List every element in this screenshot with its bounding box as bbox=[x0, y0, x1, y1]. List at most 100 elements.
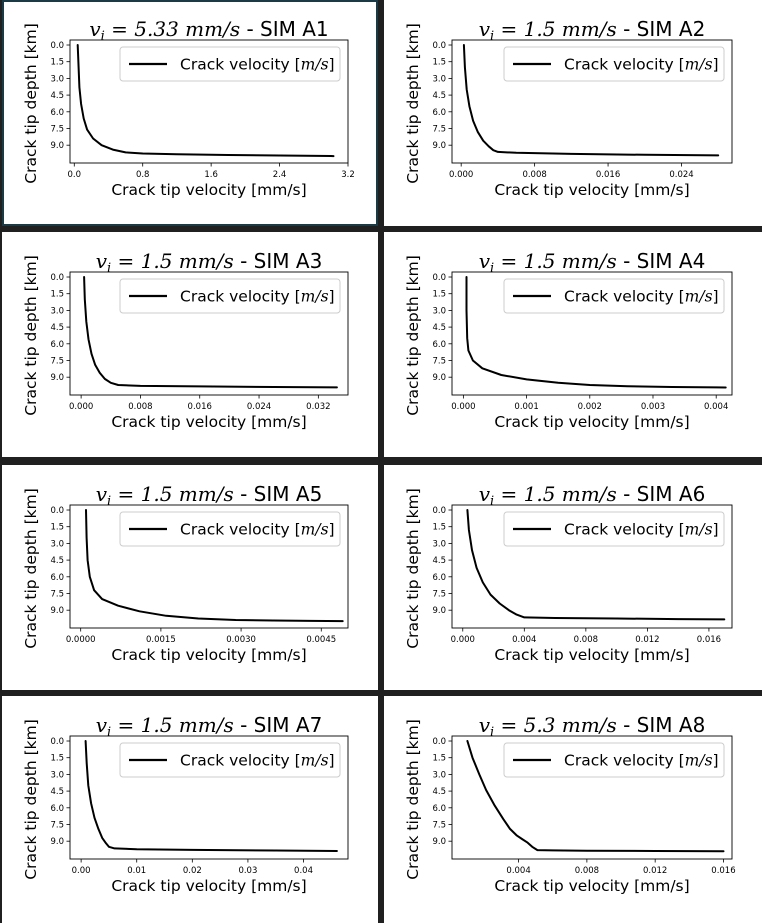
chart-title: vi = 1.5 mm/s - SIM A7 bbox=[96, 713, 323, 740]
x-tick-label: 0.0030 bbox=[226, 635, 256, 645]
plot-frame bbox=[69, 735, 349, 860]
y-tick-label: 0.0 bbox=[432, 737, 446, 747]
y-tick-label: 1.5 bbox=[50, 754, 64, 764]
x-tick-label: 0.004 bbox=[704, 402, 728, 412]
y-tick-label: 1.5 bbox=[50, 523, 64, 533]
chart-title: vi = 1.5 mm/s - SIM A4 bbox=[479, 249, 706, 276]
legend-label: Crack velocity [m/s] bbox=[564, 752, 719, 770]
x-tick-label: 0.012 bbox=[635, 635, 659, 645]
y-axis-label: Crack tip depth [km] bbox=[22, 23, 40, 183]
x-tick-label: 3.2 bbox=[341, 170, 355, 180]
y-tick-label: 7.5 bbox=[50, 124, 64, 134]
y-tick-label: 0.0 bbox=[50, 506, 64, 516]
x-tick-label: 0.004 bbox=[506, 866, 530, 876]
y-tick-label: 0.0 bbox=[50, 737, 64, 747]
y-tick-label: 0.0 bbox=[432, 41, 446, 51]
x-axis-label: Crack tip velocity [mm/s] bbox=[494, 413, 689, 431]
chart-svg: vi = 1.5 mm/s - SIM A4 0.0 1.5 3.0 4.5 6.0 7.5… bbox=[404, 249, 733, 431]
x-tick-label: 0.008 bbox=[522, 170, 546, 180]
x-tick-label: 0.024 bbox=[669, 170, 693, 180]
x-tick-label: 0.003 bbox=[641, 402, 665, 412]
chart-svg: vi = 1.5 mm/s - SIM A5 0.0 1.5 3.0 4.5 6.0 7.5… bbox=[22, 482, 349, 664]
chart-svg: vi = 1.5 mm/s - SIM A7 0.0 1.5 3.0 4.5 6.0 7.5… bbox=[22, 713, 349, 895]
y-tick-label: 1.5 bbox=[50, 290, 64, 300]
x-tick-label: 0.8 bbox=[136, 170, 150, 180]
y-tick-label: 1.5 bbox=[432, 58, 446, 68]
y-tick-label: 3.0 bbox=[432, 74, 446, 84]
y-tick-label: 7.5 bbox=[432, 356, 446, 366]
y-axis-label: Crack tip depth [km] bbox=[22, 488, 40, 648]
y-tick-label: 1.5 bbox=[432, 754, 446, 764]
x-axis-label: Crack tip velocity [mm/s] bbox=[111, 877, 306, 895]
chart-title: vi = 1.5 mm/s - SIM A3 bbox=[96, 249, 323, 276]
plot-frame bbox=[451, 271, 733, 396]
y-tick-label: 4.5 bbox=[50, 556, 64, 566]
x-tick-label: 0.016 bbox=[188, 402, 212, 412]
chart-title: vi = 5.33 mm/s - SIM A1 bbox=[89, 17, 328, 44]
y-tick-label: 7.5 bbox=[50, 820, 64, 830]
plot-frame bbox=[69, 271, 349, 396]
y-tick-label: 9.0 bbox=[50, 837, 64, 847]
chart-svg: vi = 1.5 mm/s - SIM A6 0.0 1.5 3.0 4.5 6.0 7.5… bbox=[404, 482, 733, 664]
legend-box bbox=[119, 46, 341, 82]
y-tick-label: 4.5 bbox=[50, 91, 64, 101]
series-line bbox=[84, 740, 338, 852]
x-tick-label: 0.008 bbox=[128, 402, 152, 412]
y-tick-label: 6.0 bbox=[432, 804, 446, 814]
x-axis-label: Crack tip velocity [mm/s] bbox=[111, 181, 306, 199]
x-tick-label: 0.000 bbox=[69, 402, 93, 412]
y-tick-label: 0.0 bbox=[50, 273, 64, 283]
chart-title: vi = 1.5 mm/s - SIM A6 bbox=[479, 482, 706, 509]
chart-svg: vi = 5.3 mm/s - SIM A8 0.0 1.5 3.0 4.5 6.0 7.5… bbox=[404, 713, 736, 895]
legend-box bbox=[119, 278, 341, 314]
y-axis-label: Crack tip depth [km] bbox=[404, 488, 422, 648]
y-tick-label: 3.0 bbox=[50, 74, 64, 84]
plot-frame bbox=[451, 39, 733, 164]
y-tick-label: 4.5 bbox=[432, 91, 446, 101]
y-tick-label: 1.5 bbox=[432, 523, 446, 533]
chart-svg: vi = 1.5 mm/s - SIM A2 0.0 1.5 3.0 4.5 6.0 7.5… bbox=[404, 17, 733, 199]
y-tick-label: 9.0 bbox=[50, 373, 64, 383]
legend-label: Crack velocity [m/s] bbox=[180, 288, 335, 306]
x-axis-label: Crack tip velocity [mm/s] bbox=[494, 181, 689, 199]
y-tick-label: 9.0 bbox=[50, 141, 64, 151]
legend-label: Crack velocity [m/s] bbox=[180, 56, 335, 74]
x-tick-label: 0.000 bbox=[451, 635, 475, 645]
legend-box bbox=[119, 742, 341, 778]
y-tick-label: 9.0 bbox=[50, 606, 64, 616]
series-line bbox=[466, 740, 725, 853]
y-tick-label: 7.5 bbox=[432, 124, 446, 134]
y-tick-label: 3.0 bbox=[50, 539, 64, 549]
plot-frame bbox=[69, 39, 349, 164]
y-tick-label: 3.0 bbox=[432, 770, 446, 780]
y-tick-label: 4.5 bbox=[50, 787, 64, 797]
x-tick-label: 0.000 bbox=[449, 170, 473, 180]
y-tick-label: 3.0 bbox=[50, 770, 64, 780]
x-tick-label: 0.032 bbox=[306, 402, 330, 412]
y-tick-label: 9.0 bbox=[432, 837, 446, 847]
y-tick-label: 6.0 bbox=[50, 340, 64, 350]
x-tick-label: 0.008 bbox=[575, 866, 599, 876]
chart-panel-a8: vi = 5.3 mm/s - SIM A8 0.0 1.5 3.0 4.5 6.0 7.5… bbox=[384, 696, 762, 923]
y-axis-label: Crack tip depth [km] bbox=[404, 719, 422, 879]
legend-label: Crack velocity [m/s] bbox=[564, 521, 719, 539]
chart-panel-a1: vi = 5.33 mm/s - SIM A1 0.0 1.5 3.0 4.5 6.0 7.… bbox=[2, 0, 378, 226]
y-tick-label: 0.0 bbox=[432, 273, 446, 283]
y-axis-label: Crack tip depth [km] bbox=[22, 255, 40, 415]
x-tick-label: 0.0045 bbox=[306, 635, 336, 645]
y-tick-label: 6.0 bbox=[50, 573, 64, 583]
chart-panel-a6: vi = 1.5 mm/s - SIM A6 0.0 1.5 3.0 4.5 6.0 7.5… bbox=[384, 465, 762, 690]
chart-panel-a2: vi = 1.5 mm/s - SIM A2 0.0 1.5 3.0 4.5 6.0 7.5… bbox=[384, 0, 762, 226]
x-axis-label: Crack tip velocity [mm/s] bbox=[111, 646, 306, 664]
x-axis-label: Crack tip velocity [mm/s] bbox=[494, 877, 689, 895]
y-tick-label: 7.5 bbox=[432, 589, 446, 599]
x-tick-label: 0.024 bbox=[247, 402, 271, 412]
chart-title: vi = 5.3 mm/s - SIM A8 bbox=[479, 713, 706, 740]
y-tick-label: 4.5 bbox=[432, 323, 446, 333]
y-tick-label: 9.0 bbox=[432, 373, 446, 383]
legend-box bbox=[119, 511, 341, 547]
chart-panel-a3: vi = 1.5 mm/s - SIM A3 0.0 1.5 3.0 4.5 6.0 7.5… bbox=[2, 232, 378, 457]
x-tick-label: 0.016 bbox=[697, 635, 721, 645]
plot-frame bbox=[69, 504, 349, 629]
chart-panel-a5: vi = 1.5 mm/s - SIM A5 0.0 1.5 3.0 4.5 6.0 7.5… bbox=[2, 465, 378, 690]
